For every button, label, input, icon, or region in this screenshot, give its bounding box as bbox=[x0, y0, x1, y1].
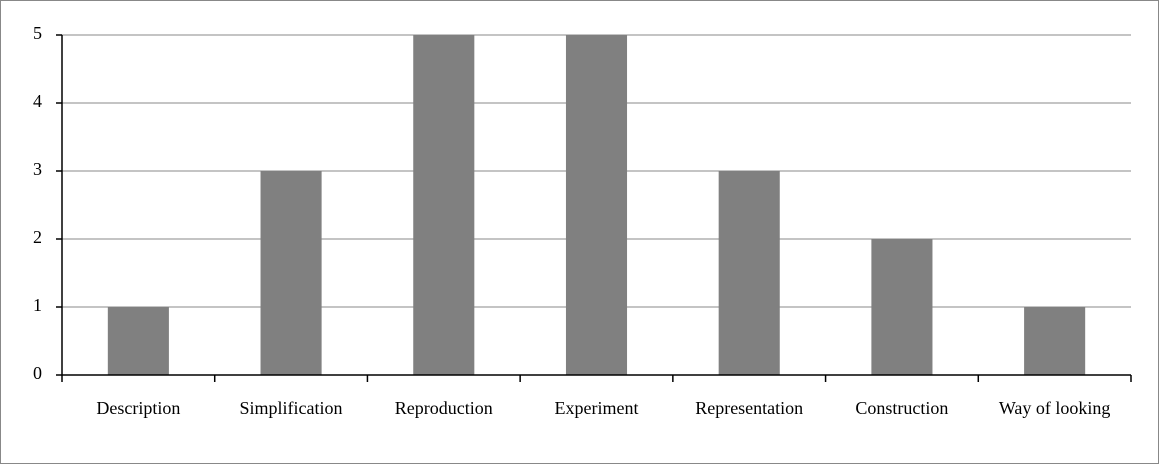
x-tick-label: Experiment bbox=[554, 398, 639, 418]
y-tick-label: 3 bbox=[33, 159, 42, 179]
bar bbox=[871, 239, 933, 375]
bar bbox=[718, 171, 780, 375]
bar bbox=[565, 35, 628, 375]
bar bbox=[107, 307, 169, 375]
bar bbox=[1024, 307, 1086, 375]
x-tick-label: Reproduction bbox=[394, 398, 493, 418]
x-tick-label: Representation bbox=[695, 398, 804, 418]
x-tick-label: Simplification bbox=[239, 398, 343, 418]
bar bbox=[413, 35, 475, 375]
y-tick-label: 0 bbox=[33, 363, 42, 383]
y-tick-label: 4 bbox=[33, 91, 42, 111]
x-tick-label: Way of looking bbox=[998, 398, 1111, 418]
bar bbox=[260, 171, 322, 375]
x-tick-label: Construction bbox=[855, 398, 949, 418]
y-tick-label: 2 bbox=[33, 227, 42, 247]
y-tick-label: 5 bbox=[33, 23, 42, 43]
y-tick-label: 1 bbox=[33, 295, 42, 315]
x-tick-label: Description bbox=[96, 398, 181, 418]
